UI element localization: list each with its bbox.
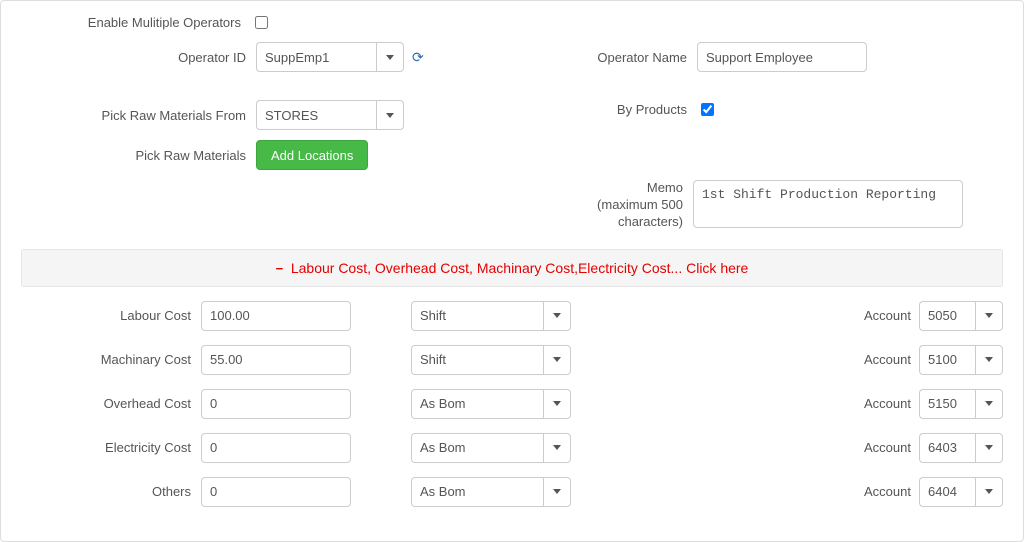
chevron-down-icon	[985, 357, 993, 362]
cost-basis-caret[interactable]	[543, 433, 571, 463]
cost-amount-input[interactable]	[201, 389, 351, 419]
operator-id-dropdown[interactable]: SuppEmp1	[256, 42, 404, 72]
cost-basis-dropdown[interactable]: Shift	[411, 345, 571, 375]
cost-label: Electricity Cost	[21, 440, 201, 455]
pick-raw-from-caret[interactable]	[376, 100, 404, 130]
cost-basis-caret[interactable]	[543, 345, 571, 375]
pick-raw-from-label: Pick Raw Materials From	[76, 108, 256, 123]
operator-id-label: Operator ID	[76, 50, 256, 65]
cost-label: Labour Cost	[21, 308, 201, 323]
account-value: 5100	[919, 345, 975, 375]
cost-basis-dropdown[interactable]: As Bom	[411, 433, 571, 463]
cost-basis-dropdown[interactable]: As Bom	[411, 477, 571, 507]
cost-amount-input[interactable]	[201, 477, 351, 507]
account-label: Account	[849, 484, 919, 499]
chevron-down-icon	[553, 401, 561, 406]
minus-icon: −	[276, 261, 284, 276]
chevron-down-icon	[985, 313, 993, 318]
by-products-label: By Products	[587, 102, 697, 117]
operator-id-value: SuppEmp1	[256, 42, 376, 72]
cost-basis-value: As Bom	[411, 389, 543, 419]
cost-amount-input[interactable]	[201, 345, 351, 375]
cost-row: Overhead Cost As Bom Account5150	[21, 389, 1003, 419]
cost-amount-input[interactable]	[201, 433, 351, 463]
costs-table: Labour CostShiftAccount5050Machinary Cos…	[21, 301, 1003, 507]
account-dropdown[interactable]: 6404	[919, 477, 1003, 507]
memo-label: Memo (maximum 500 characters)	[537, 180, 693, 231]
chevron-down-icon	[386, 55, 394, 60]
by-products-checkbox[interactable]	[701, 103, 714, 116]
cost-label: Others	[21, 484, 201, 499]
account-label: Account	[849, 308, 919, 323]
cost-row: Labour Cost Shift Account5050	[21, 301, 1003, 331]
chevron-down-icon	[553, 489, 561, 494]
cost-basis-value: As Bom	[411, 477, 543, 507]
pick-raw-label: Pick Raw Materials	[76, 148, 256, 163]
operator-name-input[interactable]	[697, 42, 867, 72]
account-caret[interactable]	[975, 433, 1003, 463]
account-caret[interactable]	[975, 477, 1003, 507]
account-dropdown[interactable]: 6403	[919, 433, 1003, 463]
cost-label: Overhead Cost	[21, 396, 201, 411]
operator-id-caret[interactable]	[376, 42, 404, 72]
account-dropdown[interactable]: 5150	[919, 389, 1003, 419]
account-label: Account	[849, 352, 919, 367]
pick-raw-from-value: STORES	[256, 100, 376, 130]
chevron-down-icon	[386, 113, 394, 118]
account-dropdown[interactable]: 5100	[919, 345, 1003, 375]
refresh-icon[interactable]: ⟳	[412, 49, 424, 66]
account-value: 5050	[919, 301, 975, 331]
account-label: Account	[849, 396, 919, 411]
cost-basis-dropdown[interactable]: Shift	[411, 301, 571, 331]
enable-multiple-operators-label: Enable Mulitiple Operators	[21, 15, 251, 30]
account-dropdown[interactable]: 5050	[919, 301, 1003, 331]
account-caret[interactable]	[975, 389, 1003, 419]
account-value: 6403	[919, 433, 975, 463]
account-value: 6404	[919, 477, 975, 507]
cost-basis-value: Shift	[411, 345, 543, 375]
costs-section-title: Labour Cost, Overhead Cost, Machinary Co…	[291, 260, 749, 276]
cost-basis-caret[interactable]	[543, 301, 571, 331]
form-panel: Enable Mulitiple Operators Operator ID S…	[0, 0, 1024, 542]
chevron-down-icon	[553, 445, 561, 450]
memo-textarea[interactable]	[693, 180, 963, 228]
costs-section-header[interactable]: − Labour Cost, Overhead Cost, Machinary …	[21, 249, 1003, 287]
pick-raw-from-dropdown[interactable]: STORES	[256, 100, 404, 130]
account-caret[interactable]	[975, 345, 1003, 375]
cost-amount-input[interactable]	[201, 301, 351, 331]
cost-row: Electricity Cost As Bom Account6403	[21, 433, 1003, 463]
cost-row: Machinary Cost Shift Account5100	[21, 345, 1003, 375]
cost-basis-dropdown[interactable]: As Bom	[411, 389, 571, 419]
operator-name-label: Operator Name	[587, 50, 697, 65]
chevron-down-icon	[553, 313, 561, 318]
enable-multiple-operators-checkbox[interactable]	[255, 16, 268, 29]
chevron-down-icon	[985, 445, 993, 450]
cost-basis-caret[interactable]	[543, 477, 571, 507]
chevron-down-icon	[553, 357, 561, 362]
chevron-down-icon	[985, 401, 993, 406]
chevron-down-icon	[985, 489, 993, 494]
cost-basis-caret[interactable]	[543, 389, 571, 419]
cost-label: Machinary Cost	[21, 352, 201, 367]
cost-basis-value: As Bom	[411, 433, 543, 463]
account-label: Account	[849, 440, 919, 455]
add-locations-button[interactable]: Add Locations	[256, 140, 368, 170]
cost-basis-value: Shift	[411, 301, 543, 331]
account-caret[interactable]	[975, 301, 1003, 331]
account-value: 5150	[919, 389, 975, 419]
cost-row: Others As Bom Account6404	[21, 477, 1003, 507]
